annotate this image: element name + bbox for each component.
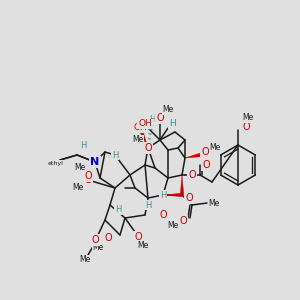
Text: H: H: [80, 142, 86, 151]
Text: Me: Me: [132, 136, 144, 145]
Text: H: H: [169, 119, 176, 128]
Text: Me: Me: [137, 242, 148, 250]
Text: Me: Me: [209, 143, 220, 152]
Text: H: H: [149, 116, 155, 124]
Text: H: H: [145, 200, 151, 209]
Text: H: H: [112, 151, 118, 160]
Text: O: O: [185, 193, 193, 203]
Text: ethyl: ethyl: [48, 160, 64, 166]
Polygon shape: [185, 153, 200, 158]
Text: Me: Me: [162, 106, 174, 115]
Text: Me: Me: [242, 113, 253, 122]
Polygon shape: [180, 175, 184, 195]
Text: Me: Me: [80, 256, 91, 265]
Text: H: H: [160, 190, 166, 200]
Text: Me: Me: [208, 199, 220, 208]
Text: O: O: [84, 171, 92, 181]
Text: Me: Me: [92, 244, 104, 253]
Text: H: H: [115, 206, 121, 214]
Text: O: O: [134, 232, 142, 242]
Text: O: O: [202, 160, 210, 170]
Text: O: O: [84, 175, 92, 185]
Text: OH: OH: [138, 119, 152, 128]
Text: O: O: [104, 233, 112, 243]
Text: Me: Me: [72, 184, 84, 193]
Text: O: O: [179, 216, 187, 226]
Text: O: O: [91, 235, 99, 245]
Text: N: N: [90, 157, 100, 167]
Text: O: O: [201, 147, 209, 157]
Text: Me: Me: [167, 220, 178, 230]
Text: Me: Me: [74, 164, 86, 172]
Text: OH: OH: [133, 124, 147, 133]
Text: O: O: [242, 122, 250, 132]
Text: O: O: [156, 113, 164, 123]
Text: O: O: [188, 170, 196, 180]
Polygon shape: [138, 127, 148, 148]
Text: O: O: [159, 210, 167, 220]
Polygon shape: [163, 193, 182, 197]
Text: O: O: [144, 143, 152, 153]
